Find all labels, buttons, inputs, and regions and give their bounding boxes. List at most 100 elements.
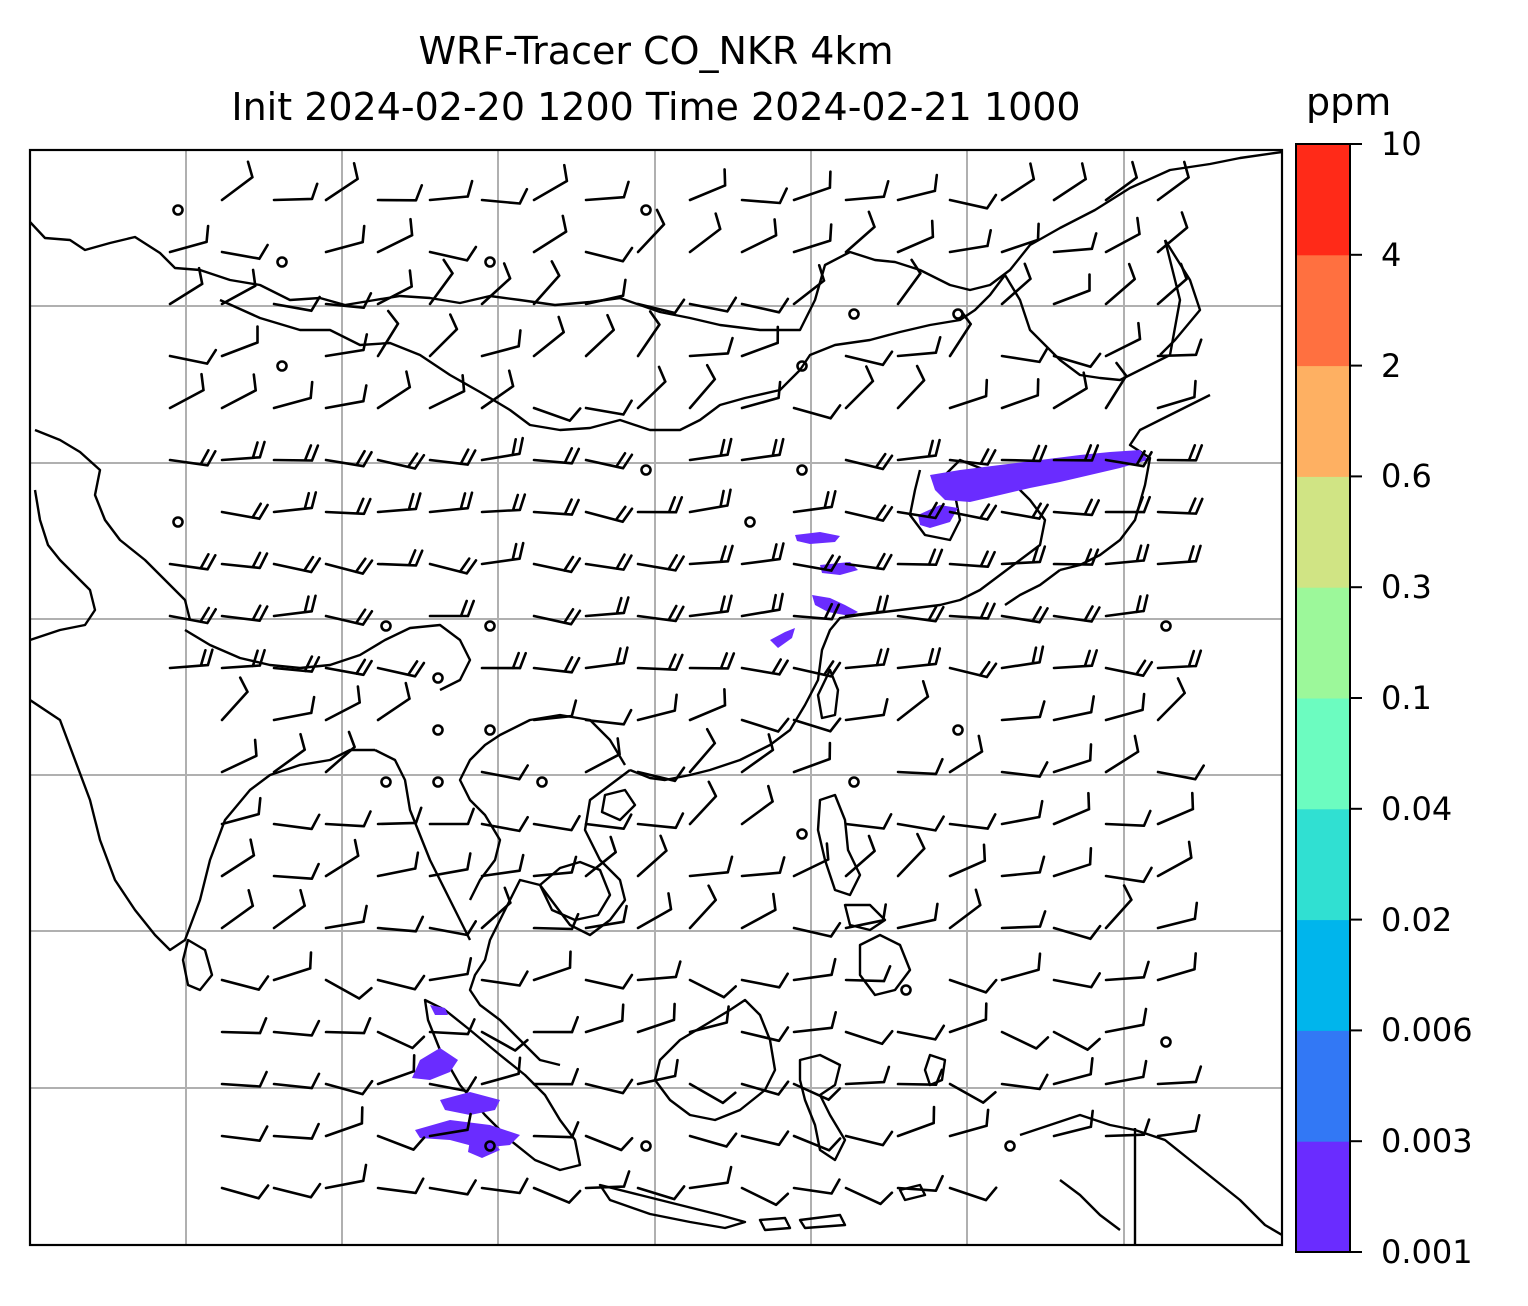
wind-barb <box>1052 498 1100 517</box>
wind-barb <box>220 676 249 722</box>
wind-barb <box>636 693 678 722</box>
wind-barb <box>324 608 374 626</box>
wind-barb <box>1052 695 1095 722</box>
wind-barb <box>1000 346 1049 364</box>
wind-barb <box>1052 972 1101 989</box>
wind-barb <box>896 1174 944 1192</box>
wind-barb <box>220 1070 268 1088</box>
wind-barb <box>792 170 832 202</box>
wind-barb <box>324 730 356 774</box>
wind-barb <box>428 807 475 826</box>
wind-barb <box>428 920 477 937</box>
coast-philippines-mindanao <box>858 933 912 997</box>
colorbar-swatch <box>1296 698 1350 810</box>
wind-barb <box>740 437 785 462</box>
wind-barb <box>948 1002 988 1034</box>
wind-barb <box>324 497 372 516</box>
wind-barb <box>532 912 580 931</box>
calm-circle <box>172 516 184 528</box>
wind-barb <box>272 182 319 202</box>
wind-barb <box>948 229 992 254</box>
wind-barb <box>844 594 889 618</box>
wind-barb <box>792 1011 837 1034</box>
wind-barb <box>428 448 477 466</box>
wind-barb <box>1156 1065 1203 1086</box>
coast-taiwan <box>816 668 840 720</box>
wind-barb <box>480 1030 529 1052</box>
calm-circle <box>952 724 964 736</box>
wind-barb <box>792 660 842 678</box>
wind-barb <box>740 733 775 774</box>
wind-barb <box>688 544 734 566</box>
wind-barb <box>1052 1030 1101 1051</box>
wind-barb <box>532 406 582 422</box>
wind-barb <box>1156 379 1197 410</box>
colorbar-tick-label: 0.02 <box>1381 900 1453 939</box>
coast-kyushu <box>1004 569 1061 606</box>
wind-barb <box>948 503 998 521</box>
wind-barb <box>584 973 634 990</box>
wind-barb <box>584 1134 634 1152</box>
wind-barb <box>844 210 876 254</box>
wind-barb <box>948 602 996 620</box>
wind-barb <box>1000 502 1049 520</box>
wind-barb <box>688 168 727 202</box>
coast-srilanka <box>181 938 214 992</box>
wind-barb <box>688 594 733 618</box>
wind-barb <box>584 313 615 358</box>
tracer-plume-sumatra <box>430 1005 448 1015</box>
wind-barb <box>636 208 666 254</box>
wind-barb <box>1000 910 1047 930</box>
colorbar-swatch <box>1296 587 1350 699</box>
calm-circle <box>744 516 756 528</box>
wind-barb <box>168 449 217 467</box>
wind-barb <box>376 492 422 514</box>
wind-barb <box>792 264 826 306</box>
wind-barb <box>844 1130 894 1147</box>
wind-barb <box>220 440 266 462</box>
wind-barb <box>376 1054 416 1086</box>
wind-barb <box>220 738 258 774</box>
coast-bangladesh-myanmar <box>374 748 472 941</box>
wind-barb <box>1104 543 1150 566</box>
wind-barb <box>428 1112 472 1138</box>
wind-barb <box>844 813 893 830</box>
tracer-plume-taiwan-strait <box>812 595 858 616</box>
calm-circle <box>640 1140 652 1152</box>
wind-barb <box>1000 262 1032 306</box>
wind-barb <box>480 815 529 833</box>
calm-circle <box>848 776 860 788</box>
wind-barb <box>636 812 685 830</box>
wind-barb <box>844 834 876 878</box>
wind-barb <box>532 447 581 465</box>
wind-barb <box>1104 262 1136 306</box>
wind-barb <box>636 1002 676 1034</box>
wind-barb <box>376 1134 426 1151</box>
wind-barb <box>272 695 316 722</box>
wind-barb <box>948 1082 997 1104</box>
wind-barb <box>636 960 682 982</box>
wind-barb <box>896 647 942 670</box>
coast-sumatra <box>423 998 582 1172</box>
calm-circle <box>276 360 288 372</box>
tracer-plume-malay-3 <box>415 1120 520 1148</box>
wind-barb <box>844 965 892 983</box>
wind-barb <box>584 553 633 571</box>
wind-barb <box>896 336 942 358</box>
wind-barb <box>220 648 266 670</box>
coast-timor <box>898 1183 927 1202</box>
wind-barb <box>896 219 935 254</box>
wind-barb <box>272 594 317 618</box>
wind-barb <box>532 555 582 574</box>
wind-barb <box>376 974 426 991</box>
wind-barb <box>220 1125 269 1142</box>
calm-circle <box>796 360 808 372</box>
wind-barb <box>324 224 366 254</box>
wind-barb <box>1156 764 1205 781</box>
calm-circle <box>1160 1036 1172 1048</box>
wind-barb <box>532 1015 579 1034</box>
colorbar-tick-label: 0.003 <box>1381 1122 1473 1161</box>
wind-barb <box>480 853 525 878</box>
wind-barb <box>740 325 780 358</box>
